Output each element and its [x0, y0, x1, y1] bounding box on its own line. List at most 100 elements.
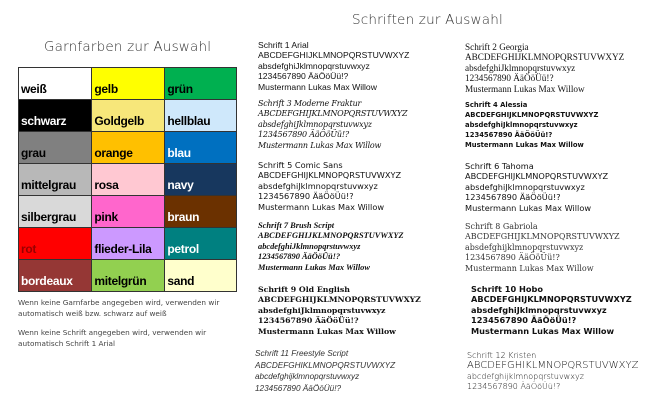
- font-sample-line: Mustermann Lukas Max Willow: [465, 202, 592, 213]
- font-sample-line: 1234567890 ÄäÖöÜü!?: [255, 383, 342, 393]
- color-label: weiß: [21, 82, 47, 96]
- font-sample-title: Schrift 3 Moderne Fraktur: [258, 99, 362, 108]
- font-sample-title: Schrift 8 Gabriola: [465, 222, 538, 231]
- font-sample-line: ABCDEFGHIJKLMNOPQRSTUVWXYZ: [258, 231, 404, 241]
- font-sample-line: 1234567890 ÄäÖöÜü!?: [467, 382, 561, 392]
- font-sample-line: 1234567890 ÄäÖöÜü!?: [258, 191, 354, 202]
- color-swatch: hellblau: [164, 99, 237, 132]
- font-sample: Schrift 12 Kristen ABCDEFGHIKLMNOPQRSTUVW…: [467, 351, 638, 393]
- color-swatch: navy: [164, 163, 237, 196]
- font-sample-title: Schrift 11 Freestyle Script: [255, 349, 349, 358]
- color-label: rosa: [94, 178, 119, 192]
- font-sample-line: absdefghiJklmnopqrstuvwxyz: [465, 62, 576, 73]
- font-sample-title: Schrift 7 Brush Script: [258, 221, 335, 230]
- font-sample-title: Schrift 10 Hobo: [471, 284, 543, 294]
- color-swatch: sand: [164, 259, 237, 292]
- font-sample-title: Schrift 6 Tahoma: [465, 161, 534, 171]
- color-swatch: gelb: [91, 67, 166, 100]
- font-sample-title: Schrift 4 Alessia: [465, 101, 528, 109]
- font-sample-title: Schrift 1 Arial: [258, 40, 309, 50]
- font-sample: Schrift 8 Gabriola ABCDEFGHIJKLMNOPQRSTUV…: [465, 222, 620, 274]
- color-label: schwarz: [21, 114, 67, 128]
- font-sample-title: Schrift 9 Old English: [258, 285, 350, 294]
- font-sample-line: ABCDEFGHIJKLMNOPQRSTUVWXYZ: [465, 52, 625, 63]
- font-sample-line: 1234567890 ÄäÖöÜü!?: [465, 73, 554, 84]
- color-swatch: rot: [17, 227, 93, 260]
- font-sample-line: ABCDEFGHIJKLMNOPQRSTUVWXYZ: [465, 171, 609, 182]
- font-sample-line: Mustermann Lukas Max Willow: [465, 83, 585, 94]
- font-sample-line: 1234567890 ÄäÖöÜü!?: [258, 71, 349, 82]
- color-label: braun: [167, 210, 200, 224]
- font-sample-line: absdefghiJklmnopqrstuvwxyz: [258, 119, 372, 129]
- font-sample: Schrift 1 Arial ABCDEFGHIJKLMNOPQRSTUVWXY…: [258, 40, 409, 92]
- color-swatch: petrol: [164, 227, 237, 260]
- color-swatch: orange: [91, 131, 166, 164]
- color-row: silbergrau pink braun: [17, 195, 237, 228]
- font-sample: Schrift 5 Comic Sans ABCDEFGHIJKLMNOPQRST…: [258, 160, 401, 212]
- color-row: schwarz Goldgelb hellblau: [17, 99, 237, 132]
- color-label: blau: [167, 146, 191, 160]
- color-default-note: Wenn keine Garnfarbe angegeben wird, ver…: [18, 298, 220, 318]
- font-sample-line: abcdefghiJklmnopqrstuvwxyz: [258, 241, 361, 251]
- font-sample-line: Mustermann Lukas Max Willow: [465, 263, 594, 273]
- color-label: orange: [94, 146, 133, 160]
- font-default-note: Wenn keine Schrift angegeben wird, verwe…: [18, 328, 207, 348]
- color-label: mitelgrün: [94, 274, 147, 288]
- color-section-title: Garnfarben zur Auswahl: [44, 39, 212, 55]
- font-sample: Schrift 9 Old English ABCDEFGHIJKLMNOPQRS…: [258, 285, 421, 337]
- font-sample-line: ABCDEFGHIKLMNOPQRSTUVWXYZ: [255, 360, 396, 370]
- color-label: flieder-Lila: [94, 242, 152, 256]
- font-sample-line: Mustermann Lukas Max Willow: [471, 325, 615, 336]
- color-swatch: silbergrau: [17, 195, 93, 228]
- font-sample-line: 1234567890 ÄäÖöÜü!?: [258, 130, 349, 140]
- font-sample-line: abcdefghijklmnopqrstuvwxyz: [255, 372, 360, 381]
- color-swatch: grau: [17, 131, 93, 164]
- font-sample-line: absdefghiJklmnopqrstuvwxyz: [258, 60, 370, 71]
- color-swatch: blau: [164, 131, 237, 164]
- color-label: mittelgrau: [21, 178, 77, 192]
- color-swatch: mittelgrau: [17, 163, 93, 196]
- color-label: pink: [94, 210, 118, 224]
- font-sample-line: ABCDEFGHIJKLMNOPQRSTUVWXYZ: [471, 294, 632, 305]
- font-sample-line: Mustermann Lukas Max Willow: [465, 141, 584, 149]
- font-sample-title: Schrift 2 Georgia: [465, 42, 529, 52]
- font-sample-line: 1234567890 ÄäÖöÜü!?: [258, 316, 359, 326]
- font-sample-line: ABCDEFGHIJKLMNOPQRSTUVWXYZ: [258, 295, 421, 305]
- color-swatch: bordeaux: [17, 259, 93, 292]
- font-sample-line: ABCDEFGHIJKLMNOPQRSTUVWXYZ: [465, 111, 599, 119]
- font-sample-line: absdefghiJklmnopqrstuvwxyz: [465, 121, 578, 129]
- font-sample-title: Schrift 5 Comic Sans: [258, 160, 343, 170]
- color-row: mittelgrau rosa navy: [17, 163, 237, 196]
- font-sample-line: ABCDEFGHIJKLMNOPQRSTUVWXYZ: [465, 232, 620, 242]
- color-label: grün: [167, 82, 193, 96]
- color-row: weiß gelb grün: [17, 67, 237, 100]
- font-section-title: Schriften zur Auswahl: [352, 12, 503, 28]
- font-sample-line: Mustermann Lukas Max Willow: [258, 326, 396, 336]
- color-swatch: weiß: [17, 67, 93, 100]
- font-sample-line: absdefghiJklmnopqrstuvwxyz: [258, 305, 386, 315]
- color-label: Goldgelb: [94, 114, 144, 128]
- font-sample: Schrift 6 Tahoma ABCDEFGHIJKLMNOPQRSTUVWX…: [465, 161, 608, 213]
- color-label: navy: [167, 178, 194, 192]
- font-sample-line: 1234567890 ÄäÖöÜü!?: [465, 192, 561, 203]
- font-sample-line: ABCDEFGHIJKLMNOPQRSTUVWXYZ: [258, 109, 408, 119]
- font-sample-line: ABCDEFGHIKLMNOPQRSTUVWXYZ: [467, 360, 639, 372]
- color-row: grau orange blau: [17, 131, 237, 164]
- font-sample: Schrift 11 Freestyle Script ABCDEFGHIKLMN…: [255, 348, 395, 394]
- font-sample-title: Schrift 12 Kristen: [467, 351, 537, 360]
- color-swatch: grün: [164, 67, 237, 100]
- color-swatch: schwarz: [17, 99, 93, 132]
- font-sample-line: ABCDEFGHIJKLMNOPQRSTUVWXYZ: [258, 170, 402, 181]
- font-sample-line: 1234567890 ÄäÖöÜü!?: [465, 253, 560, 263]
- color-label: bordeaux: [21, 274, 73, 288]
- color-swatch: Goldgelb: [91, 99, 166, 132]
- color-swatch: flieder-Lila: [91, 227, 166, 260]
- color-label: hellblau: [167, 114, 211, 128]
- font-sample-line: absdefghijklmnopqrstuvwxyz: [465, 242, 584, 252]
- font-sample-line: absdefghiJklmnopqrstuvwxyz: [465, 181, 585, 192]
- font-sample-line: abcdefghijklmnopqrstuvwxyz: [467, 371, 584, 381]
- font-sample-line: 1234567890 ÄäÖöÜü!?: [465, 131, 553, 139]
- font-sample: Schrift 2 Georgia ABCDEFGHIJKLMNOPQRSTUVW…: [465, 42, 624, 94]
- color-label: silbergrau: [21, 210, 77, 224]
- font-sample: Schrift 3 Moderne Fraktur ABCDEFGHIJKLMNO…: [258, 99, 408, 151]
